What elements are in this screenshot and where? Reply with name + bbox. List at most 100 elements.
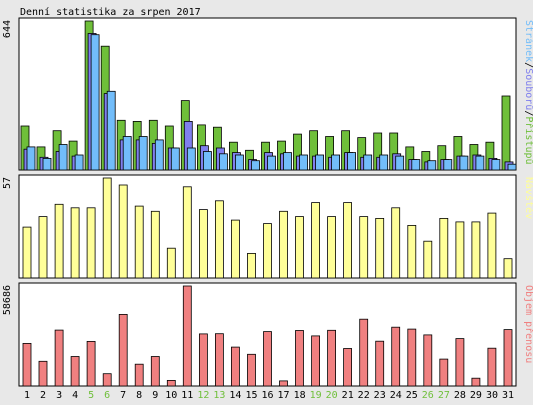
legend-visits: Návštěv (523, 177, 533, 219)
bar-hits (347, 152, 357, 171)
x-tick-label: 24 (390, 390, 402, 401)
bar-visits (230, 219, 240, 279)
bar-bandwidth (198, 333, 208, 387)
bar-bandwidth (22, 342, 32, 387)
bar-visits (38, 216, 48, 279)
bar-bandwidth (38, 360, 48, 387)
bar-hits (138, 136, 148, 171)
bar-visits (375, 217, 385, 279)
x-tick-label: 11 (181, 390, 193, 401)
legend-item-pages: Přístupů (523, 116, 533, 164)
bar-hits (218, 153, 228, 171)
bar-visits (359, 216, 369, 279)
bar-bandwidth (375, 340, 385, 387)
bar-visits (487, 212, 497, 279)
x-tick-label: 8 (136, 390, 142, 401)
bar-hits (186, 147, 196, 171)
bar-visits (166, 247, 176, 279)
bar-bandwidth (150, 356, 160, 387)
bar-hits (395, 155, 405, 171)
bar-visits (263, 223, 272, 279)
x-tick-label: 18 (294, 390, 306, 401)
bar-bandwidth (166, 379, 176, 387)
bar-visits (311, 202, 321, 279)
x-tick-label: 17 (277, 390, 289, 401)
bar-bandwidth (359, 318, 369, 387)
x-tick-label: 4 (72, 390, 78, 401)
bar-bandwidth (439, 358, 449, 387)
bar-hits (491, 159, 501, 171)
x-tick-label: 15 (245, 390, 257, 401)
x-tick-label: 20 (326, 390, 338, 401)
bar-bandwidth (118, 313, 128, 387)
bar-bandwidth (503, 329, 513, 387)
bar-hits (154, 139, 164, 171)
bar-visits (182, 186, 192, 279)
x-tick-label: 19 (310, 390, 322, 401)
x-tick-label: 27 (438, 390, 450, 401)
x-tick-label: 6 (104, 390, 110, 401)
x-tick-label: 26 (422, 390, 434, 401)
chart-title: Denní statistika za srpen 2017 (20, 6, 201, 18)
x-tick-label: 7 (120, 390, 126, 401)
bar-bandwidth (54, 329, 64, 387)
bar-visits (118, 184, 128, 279)
bar-hits (363, 154, 373, 171)
bar-bandwidth (455, 338, 465, 387)
bar-bandwidth (343, 348, 353, 387)
x-tick-label: 13 (213, 390, 225, 401)
bar-bandwidth (214, 333, 224, 387)
x-tick-label: 21 (342, 390, 354, 401)
bar-visits (279, 210, 288, 279)
x-tick-label: 28 (454, 390, 466, 401)
bar-visits (54, 203, 64, 279)
bar-hits (106, 90, 116, 171)
bar-visits (407, 224, 417, 279)
bar-bandwidth (86, 340, 96, 387)
bar-visits (102, 177, 112, 279)
bar-hits (42, 157, 52, 171)
bar-hits (331, 154, 341, 171)
bar-hits (427, 160, 437, 171)
bar-visits (247, 252, 256, 279)
bar-hits (299, 154, 308, 171)
bar-bandwidth (134, 363, 144, 387)
bar-bandwidth (182, 285, 192, 387)
x-tick-label: 29 (470, 390, 482, 401)
bar-hits (443, 159, 453, 171)
legend-item-sep2: / (523, 110, 533, 116)
bar-hits (411, 159, 421, 171)
bar-visits (22, 226, 32, 279)
bar-hits (267, 155, 276, 171)
bar-hits (122, 136, 132, 171)
bar-bandwidth (279, 380, 288, 387)
bar-bandwidth (295, 330, 304, 387)
legend-hits-files-pages: Stránek/Souborů/Přístupů (523, 20, 533, 165)
bar-bandwidth (102, 373, 112, 387)
bar-visits (471, 221, 481, 279)
bar-hits (507, 163, 517, 171)
legend-item-sep1: / (523, 62, 533, 68)
bar-hits (251, 160, 260, 171)
bar-bandwidth (487, 347, 497, 387)
x-tick-label: 9 (152, 390, 158, 401)
bar-visits (134, 205, 144, 279)
bar-bandwidth (391, 326, 401, 387)
bar-visits (343, 202, 353, 279)
bar-bandwidth (423, 334, 433, 387)
bar-bandwidth (70, 356, 80, 387)
legend-bandwidth: Objem přenosu (523, 285, 533, 363)
bar-pages (501, 95, 511, 171)
y-max-label-hits-pages-files: 644 (2, 20, 13, 38)
bar-visits (391, 207, 401, 279)
x-tick-label: 16 (261, 390, 273, 401)
x-tick-label: 12 (197, 390, 209, 401)
bar-visits (198, 209, 208, 279)
bar-bandwidth (230, 346, 240, 387)
x-tick-label: 3 (56, 390, 62, 401)
bar-bandwidth (407, 328, 417, 387)
bar-visits (70, 207, 80, 279)
